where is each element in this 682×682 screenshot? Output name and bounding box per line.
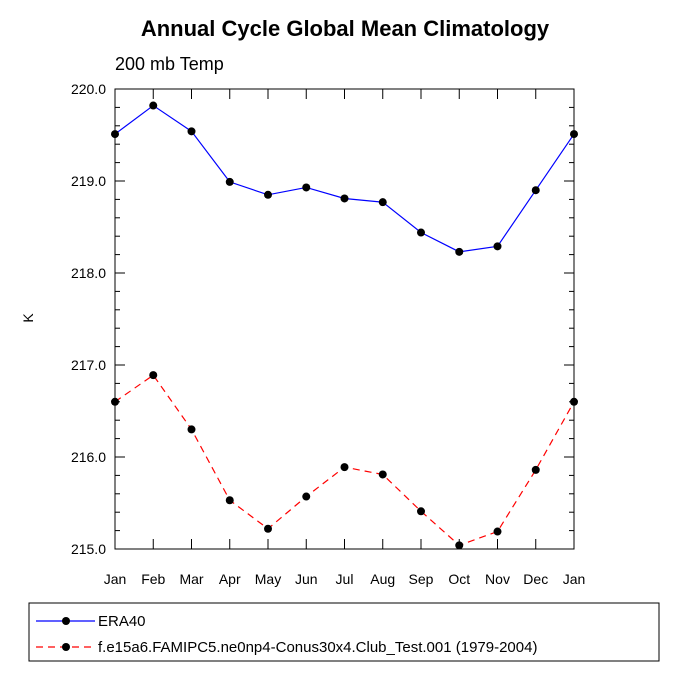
x-tick-label: Dec — [523, 571, 548, 587]
chart-title: Annual Cycle Global Mean Climatology — [141, 16, 550, 41]
y-tick-labels: 215.0 216.0 217.0 218.0 219.0 220.0 — [71, 81, 106, 557]
series-2-point — [149, 371, 158, 380]
series-2-point — [187, 425, 196, 434]
series-2-point — [302, 492, 311, 501]
series-layer — [111, 101, 578, 550]
x-tick-label: Sep — [409, 571, 434, 587]
series-1-point — [111, 130, 119, 139]
series-2-point — [225, 496, 234, 505]
y-axis-label: K — [20, 313, 36, 323]
legend-box — [28, 602, 660, 662]
series-1-point — [455, 247, 464, 256]
axis-ticks — [114, 88, 575, 550]
series-1-point — [378, 198, 387, 207]
series-2-point — [531, 465, 540, 474]
series-2-point — [417, 507, 425, 516]
series-2-point — [111, 397, 119, 406]
x-tick-label: Jan — [104, 571, 127, 587]
x-tick-label: Oct — [448, 571, 470, 587]
series-line-1 — [114, 104, 575, 253]
series-2-point — [378, 470, 387, 479]
series-line-2 — [114, 374, 575, 547]
y-tick-label: 219.0 — [71, 173, 106, 189]
x-tick-label: Jan — [563, 571, 586, 587]
legend-label-1: ERA40 — [98, 613, 146, 630]
x-tick-labels: Jan Feb Mar Apr May Jun Jul Aug Sep Oct Nov Dec Jan — [104, 571, 586, 587]
series-1-point — [302, 183, 311, 192]
x-tick-label: Jul — [336, 571, 354, 587]
series-1-point — [187, 127, 196, 136]
series-1-point — [570, 130, 578, 139]
y-tick-label: 218.0 — [71, 265, 106, 281]
x-tick-label: Jun — [295, 571, 318, 587]
x-tick-label: Feb — [141, 571, 165, 587]
series-1-point — [531, 186, 540, 195]
series-2-point — [340, 463, 349, 472]
legend-label-2: f.e15a6.FAMIPC5.ne0np4-Conus30x4.Club_Te… — [98, 639, 537, 656]
series-2-point — [455, 541, 464, 550]
legend-marker-1 — [62, 617, 70, 625]
y-tick-label: 217.0 — [71, 357, 106, 373]
x-tick-label: Apr — [219, 571, 241, 587]
series-1-point — [149, 101, 158, 110]
x-tick-label: Aug — [370, 571, 395, 587]
legend-marker-2 — [62, 643, 70, 651]
series-1-point — [493, 242, 502, 251]
series-2-point — [570, 397, 578, 406]
x-tick-label: Nov — [485, 571, 510, 587]
series-1-point — [340, 194, 349, 203]
x-tick-label: May — [255, 571, 281, 587]
series-1-point — [264, 190, 272, 199]
series-1-point — [225, 177, 234, 186]
plot-frame — [114, 88, 575, 550]
x-tick-label: Mar — [179, 571, 203, 587]
y-tick-label: 216.0 — [71, 449, 106, 465]
chart-subtitle: 200 mb Temp — [115, 54, 224, 74]
series-2-point — [264, 524, 272, 533]
y-tick-label: 220.0 — [71, 81, 106, 97]
legend: ERA40 f.e15a6.FAMIPC5.ne0np4-Conus30x4.Cl… — [36, 613, 537, 656]
series-2-point — [493, 527, 502, 536]
series-1-point — [417, 228, 425, 237]
y-tick-label: 215.0 — [71, 541, 106, 557]
